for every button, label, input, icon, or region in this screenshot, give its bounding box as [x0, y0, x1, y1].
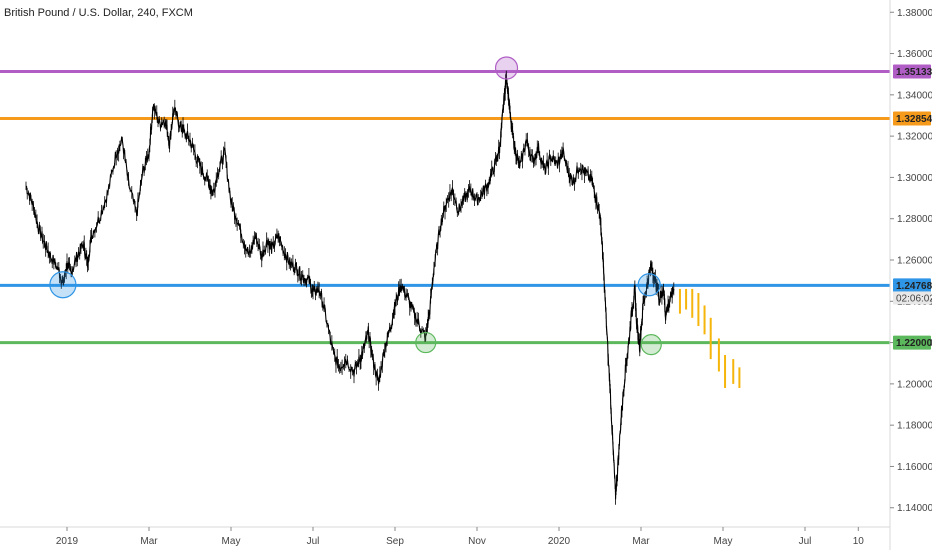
- x-tick-label: Mar: [632, 536, 650, 547]
- chart-title: British Pound / U.S. Dollar, 240, FXCM: [4, 7, 193, 19]
- countdown-label: 02:06:02: [896, 293, 932, 304]
- price-badge-resistance: [893, 111, 931, 126]
- x-tick-label: 2020: [548, 536, 571, 547]
- x-tick-label: Nov: [468, 536, 486, 547]
- y-tick-label: 1.20000: [897, 379, 932, 390]
- price-badge-support: [893, 335, 931, 350]
- y-tick-label: 1.36000: [897, 49, 932, 60]
- y-tick-label: 1.26000: [897, 256, 932, 267]
- x-tick-label: Mar: [140, 536, 158, 547]
- x-tick-label: Jul: [307, 536, 320, 547]
- marker-low-2019: [49, 271, 77, 299]
- x-tick-label: Jul: [799, 536, 812, 547]
- price-badge-pivot: [893, 278, 931, 293]
- price-badge-label: 1.24768: [896, 281, 932, 292]
- marker-peak-dec: [494, 56, 519, 80]
- price-badge-resistance-high: [893, 64, 931, 79]
- marker-apr-pivot: [637, 273, 661, 297]
- countdown-badge: [893, 291, 931, 305]
- y-tick-label: 1.38000: [897, 8, 932, 19]
- marker-apr-support: [640, 334, 662, 356]
- x-tick-label: May: [222, 536, 241, 547]
- y-tick-label: 1.14000: [897, 503, 932, 514]
- price-badge-label: 1.22000: [896, 338, 932, 349]
- x-tick-label: 2019: [56, 536, 79, 547]
- y-tick-label: 1.16000: [897, 462, 932, 473]
- x-tick-label: 10: [853, 536, 865, 547]
- y-tick-label: 1.28000: [897, 214, 932, 225]
- y-tick-label: 1.32000: [897, 132, 932, 143]
- marker-sep-support: [415, 331, 437, 354]
- y-tick-label: 1.30000: [897, 173, 932, 184]
- y-tick-label: 1.34000: [897, 90, 932, 101]
- x-tick-label: Sep: [386, 536, 404, 547]
- price-badge-label: 1.32854: [896, 114, 932, 125]
- x-tick-label: May: [714, 536, 733, 547]
- price-badge-label: 1.35133: [896, 67, 932, 78]
- y-tick-label: 1.18000: [897, 421, 932, 432]
